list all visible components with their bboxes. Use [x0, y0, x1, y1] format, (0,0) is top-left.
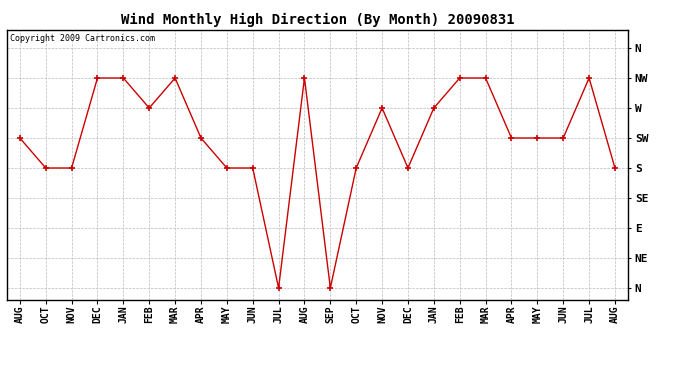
Title: Wind Monthly High Direction (By Month) 20090831: Wind Monthly High Direction (By Month) 2… [121, 13, 514, 27]
Text: Copyright 2009 Cartronics.com: Copyright 2009 Cartronics.com [10, 34, 155, 43]
